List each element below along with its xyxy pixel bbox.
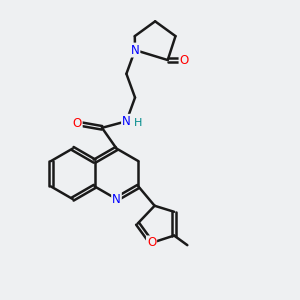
- Text: O: O: [147, 236, 156, 249]
- Text: N: N: [112, 193, 121, 206]
- Text: H: H: [134, 118, 142, 128]
- Text: N: N: [122, 115, 131, 128]
- Text: N: N: [131, 44, 140, 57]
- Text: O: O: [73, 117, 82, 130]
- Text: O: O: [179, 54, 189, 67]
